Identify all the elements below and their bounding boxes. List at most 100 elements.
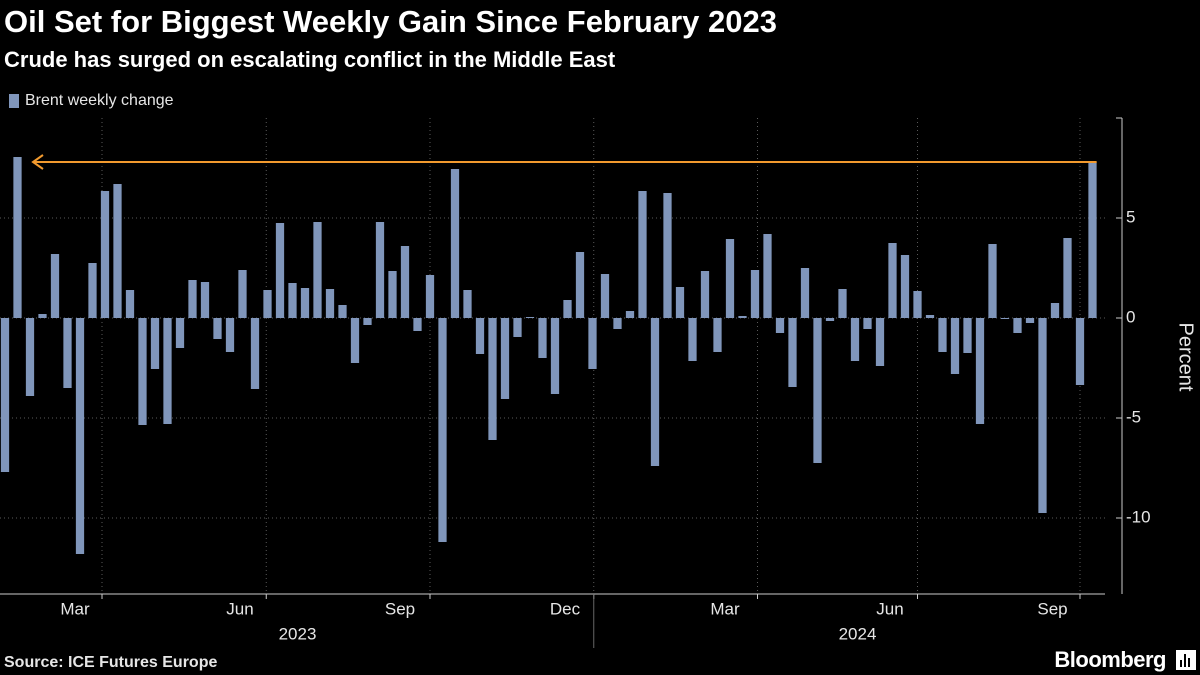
bar [588,318,597,369]
bar [388,271,397,318]
bar [613,318,622,329]
bar [938,318,947,352]
y-tick-label: -5 [1126,407,1141,426]
bar [975,318,985,424]
brand-icon [1176,650,1196,670]
brand: Bloomberg [1054,647,1166,672]
bar [863,318,872,329]
bar [275,223,285,318]
bar [575,252,585,318]
bar [375,222,385,318]
bar [225,318,235,352]
bar [713,318,722,352]
bar [1050,303,1060,318]
bar [538,318,547,358]
y-tick-label: -10 [1126,507,1151,526]
bar [38,314,47,318]
legend-label: Brent weekly change [25,92,174,109]
bar [13,157,22,318]
bar [750,270,760,318]
year-label: 2024 [839,624,877,643]
bar [488,318,497,440]
bar [238,270,247,318]
bar [88,263,97,318]
bar [450,169,460,318]
bar [725,239,735,318]
bar [475,318,485,354]
x-tick-label: Mar [710,599,740,618]
year-label: 2023 [279,624,317,643]
bar [525,317,535,318]
bar [1063,238,1072,318]
bar [438,318,447,542]
bar [25,318,35,396]
bar [675,287,685,318]
bar [663,193,672,318]
bar [400,246,410,318]
bar [63,318,72,388]
bar [850,318,860,361]
bar [250,318,260,389]
bar [150,318,160,369]
bar [175,318,185,348]
bar [563,300,572,318]
bar [900,255,910,318]
bar [988,244,997,318]
bar [200,282,210,318]
bar [625,311,635,318]
bar [813,318,822,463]
bar [513,318,522,337]
bar [1000,318,1010,319]
bar [763,234,772,318]
annotation-arrowhead [31,154,44,170]
bar [1038,318,1047,513]
bar [825,318,835,321]
x-tick-label: Sep [385,599,415,618]
bar [550,318,560,394]
chart-subtitle: Crude has surged on escalating conflict … [4,47,616,72]
bar [413,318,422,331]
bar [100,191,110,318]
bar [1025,318,1035,323]
bar [1075,318,1085,385]
x-tick-label: Jun [226,599,253,618]
bar [288,283,297,318]
legend-swatch [9,94,19,108]
bar [950,318,960,374]
bar [650,318,660,466]
x-tick-label: Mar [60,599,90,618]
bar [638,191,647,318]
y-axis-label: Percent [1175,323,1197,392]
bar [800,268,810,318]
bar [350,318,360,363]
x-tick-label: Jun [876,599,903,618]
source: Source: ICE Futures Europe [4,654,217,671]
bar [75,318,85,554]
bar [213,318,222,339]
bar [263,290,272,318]
x-tick-label: Sep [1037,599,1067,618]
bar [463,290,472,318]
y-tick-label: 5 [1126,207,1135,226]
bar [888,243,897,318]
y-tick-label: 0 [1126,307,1135,326]
bar [775,318,785,333]
bar [688,318,697,361]
bar [788,318,797,387]
chart-title: Oil Set for Biggest Weekly Gain Since Fe… [4,4,777,39]
bar [188,280,197,318]
bar [425,275,435,318]
bar [600,274,610,318]
bar [913,291,922,318]
x-tick-label: Dec [550,599,581,618]
bar [50,254,60,318]
bar [138,318,147,425]
bar [0,318,10,472]
bar [325,289,335,318]
bar [500,318,510,399]
bar [125,290,135,318]
bar [700,271,710,318]
bar [338,305,347,318]
bar [738,316,747,318]
bar [300,288,310,318]
